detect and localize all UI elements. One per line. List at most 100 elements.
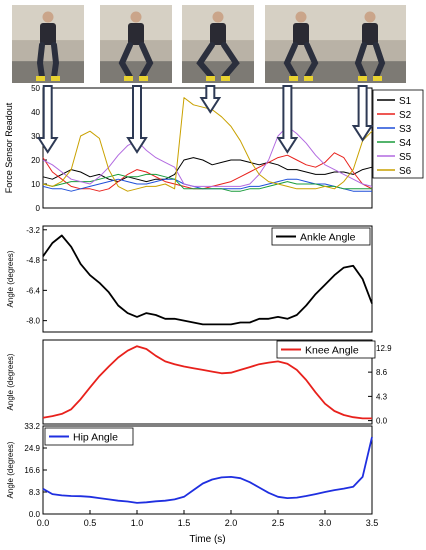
photo-3-torso — [210, 23, 226, 45]
series-hip-angle — [42, 436, 373, 504]
hip-legend-box — [44, 427, 134, 446]
hip-ytick-label: 24.9 — [24, 444, 40, 453]
knee-ytick-label: 4.3 — [376, 392, 388, 401]
photo-3-floor — [182, 61, 254, 83]
series-s4 — [42, 173, 372, 192]
force-ytick-label: 50 — [31, 84, 40, 93]
knee-ylabel: Angle (degrees) — [6, 353, 15, 410]
hip-ytick-label: 0.0 — [29, 510, 41, 519]
photo-5-left-leg — [354, 42, 367, 80]
hip-legend-label: Hip Angle — [73, 432, 118, 444]
photo-5-torso — [362, 23, 378, 45]
series-s5 — [42, 125, 373, 187]
phase-arrow — [126, 85, 148, 154]
photo-1-left-leg — [36, 42, 45, 80]
photo-4-left-leg — [283, 42, 298, 80]
legend-label-s3: S3 — [399, 124, 412, 135]
force-ytick-label: 0 — [36, 204, 41, 213]
phase-arrow — [276, 85, 299, 154]
photo-2-left-shoe — [124, 76, 133, 81]
photo-4-head — [295, 11, 307, 23]
photo-3-head — [212, 11, 224, 23]
photo-1-torso — [40, 23, 56, 45]
photo-2 — [100, 5, 172, 83]
x-axis-label: Time (s) — [189, 534, 225, 545]
photo-2-right-leg — [139, 42, 154, 80]
photo-5 — [334, 5, 406, 83]
ankle-ytick-label: -8.0 — [26, 317, 40, 326]
ankle-ytick-label: -4.8 — [26, 256, 40, 265]
phase-arrow — [36, 85, 59, 154]
photo-1-right-shoe — [51, 76, 60, 81]
x-tick-label: 0.5 — [84, 518, 97, 528]
photo-2-torso — [128, 23, 144, 45]
knee-legend-box — [276, 340, 376, 359]
hip-ytick-label: 16.6 — [24, 466, 40, 475]
photo-2-left-leg — [118, 42, 133, 80]
photo-3-right-leg — [221, 42, 240, 80]
legend-label-s4: S4 — [399, 138, 412, 149]
x-tick-label: 3.0 — [319, 518, 332, 528]
knee-ytick-label: 0.0 — [376, 417, 388, 426]
series-knee-angle — [42, 345, 372, 420]
photo-3-right-shoe — [221, 76, 230, 81]
force-ylabel: Force Sensor Readout — [4, 102, 14, 193]
photo-1 — [12, 5, 84, 83]
force-ytick-label: 10 — [31, 180, 40, 189]
knee-ytick-label: 12.9 — [376, 344, 392, 353]
photo-2-right-shoe — [139, 76, 148, 81]
legend-label-s1: S1 — [399, 96, 412, 107]
force-ytick-label: 40 — [31, 108, 40, 117]
panel-ankle: -3.2 -4.8 -6.4 -8.0 Angle (degrees) Ankle Ang… — [6, 225, 373, 333]
photo-3-left-shoe — [206, 76, 215, 81]
photo-1-right-leg — [51, 42, 60, 80]
photo-5-floor — [334, 61, 406, 83]
x-axis: 0.0 0.5 1.0 1.5 2.0 2.5 3.0 3.5 Time (s) — [37, 510, 379, 545]
phase-arrow — [199, 85, 222, 114]
photo-4-floor — [265, 61, 337, 83]
ankle-legend-box — [271, 227, 371, 246]
photo-4-torso — [293, 23, 309, 45]
photo-1-floor — [12, 61, 84, 83]
legend-label-s6: S6 — [399, 166, 412, 177]
force-ytick-label: 30 — [31, 132, 40, 141]
force-legend: S1 S2 S3 S4 S5 S6 — [372, 89, 424, 179]
photo-5-right-leg — [373, 42, 386, 80]
ankle-legend: Ankle Angle — [271, 227, 371, 246]
knee-legend: Knee Angle — [276, 340, 376, 359]
panel-hip: 0.0 8.3 16.6 24.9 33.2 Angle (degrees) Hip Ang… — [6, 422, 373, 519]
photo-4-right-leg — [304, 42, 319, 80]
photo-1-head — [42, 11, 54, 23]
force-legend-box — [372, 89, 424, 179]
photo-2-floor — [100, 61, 172, 83]
series-s2 — [42, 152, 373, 192]
photo-strip — [12, 5, 406, 83]
photo-5-head — [364, 11, 376, 23]
legend-label-s2: S2 — [399, 110, 412, 121]
x-tick-label: 2.5 — [272, 518, 285, 528]
hip-ytick-label: 33.2 — [24, 422, 40, 431]
ankle-ytick-label: -6.4 — [26, 286, 40, 295]
photo-4-right-shoe — [304, 76, 313, 81]
x-tick-label: 3.5 — [366, 518, 379, 528]
series-ankle-angle — [42, 234, 373, 326]
photo-3-left-leg — [196, 42, 215, 80]
knee-legend-label: Knee Angle — [305, 345, 359, 357]
knee-ytick-label: 8.6 — [376, 368, 388, 377]
ankle-ylabel: Angle (degrees) — [6, 250, 15, 307]
legend-label-s5: S5 — [399, 152, 412, 163]
photo-4-left-shoe — [289, 76, 298, 81]
hip-legend: Hip Angle — [44, 427, 134, 446]
panel-knee: 0.0 4.3 8.6 12.9 Angle (degrees) Knee Angle — [6, 339, 392, 426]
series-s1 — [42, 157, 373, 183]
ankle-ytick-label: -3.2 — [26, 226, 40, 235]
x-tick-label: 1.5 — [178, 518, 191, 528]
x-tick-label: 1.0 — [131, 518, 144, 528]
ankle-legend-label: Ankle Angle — [300, 232, 356, 244]
x-tick-label: 2.0 — [225, 518, 238, 528]
phase-arrow — [351, 85, 374, 142]
force-ytick-label: 20 — [31, 156, 40, 165]
hip-ytick-label: 8.3 — [29, 488, 41, 497]
